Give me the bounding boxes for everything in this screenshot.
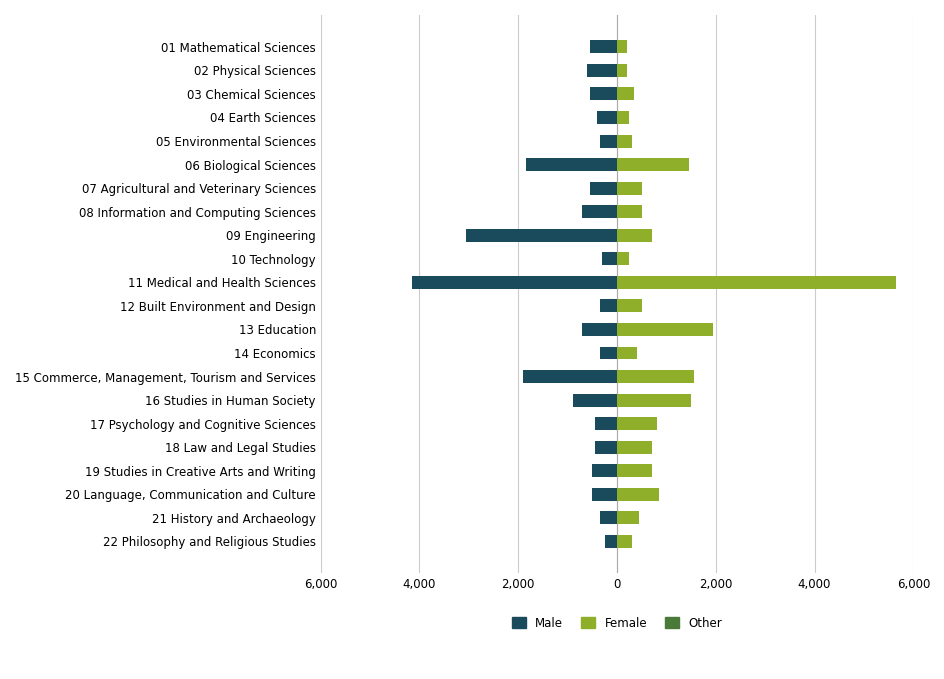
Bar bbox=[616, 535, 632, 548]
Bar bbox=[582, 323, 616, 336]
Bar bbox=[616, 323, 713, 336]
Bar bbox=[592, 464, 616, 477]
Bar bbox=[616, 88, 633, 100]
Bar bbox=[616, 370, 693, 383]
Bar bbox=[616, 488, 658, 500]
Bar bbox=[523, 370, 616, 383]
Bar bbox=[616, 182, 641, 195]
Bar bbox=[616, 276, 895, 289]
Bar bbox=[616, 511, 638, 524]
Bar bbox=[582, 205, 616, 218]
Bar bbox=[616, 299, 641, 312]
Bar bbox=[412, 276, 616, 289]
Bar bbox=[525, 158, 616, 171]
Bar bbox=[616, 158, 688, 171]
Bar bbox=[572, 394, 616, 407]
Bar bbox=[616, 40, 626, 54]
Bar bbox=[599, 134, 616, 147]
Bar bbox=[616, 134, 632, 147]
Bar bbox=[616, 205, 641, 218]
Bar bbox=[616, 441, 651, 454]
Bar bbox=[616, 394, 690, 407]
Bar bbox=[589, 88, 616, 100]
Bar bbox=[592, 488, 616, 500]
Bar bbox=[599, 346, 616, 359]
Bar bbox=[616, 229, 651, 242]
Bar bbox=[616, 346, 636, 359]
Bar bbox=[594, 441, 616, 454]
Bar bbox=[616, 64, 626, 77]
Bar bbox=[599, 299, 616, 312]
Bar bbox=[466, 229, 616, 242]
Bar bbox=[616, 253, 629, 265]
Bar bbox=[601, 253, 616, 265]
Bar bbox=[616, 464, 651, 477]
Bar bbox=[597, 111, 616, 124]
Bar bbox=[587, 64, 616, 77]
Bar bbox=[589, 182, 616, 195]
Bar bbox=[594, 417, 616, 430]
Bar bbox=[616, 111, 629, 124]
Legend: Male, Female, Other: Male, Female, Other bbox=[506, 612, 726, 634]
Bar bbox=[604, 535, 616, 548]
Bar bbox=[616, 417, 656, 430]
Bar bbox=[589, 40, 616, 54]
Bar bbox=[599, 511, 616, 524]
